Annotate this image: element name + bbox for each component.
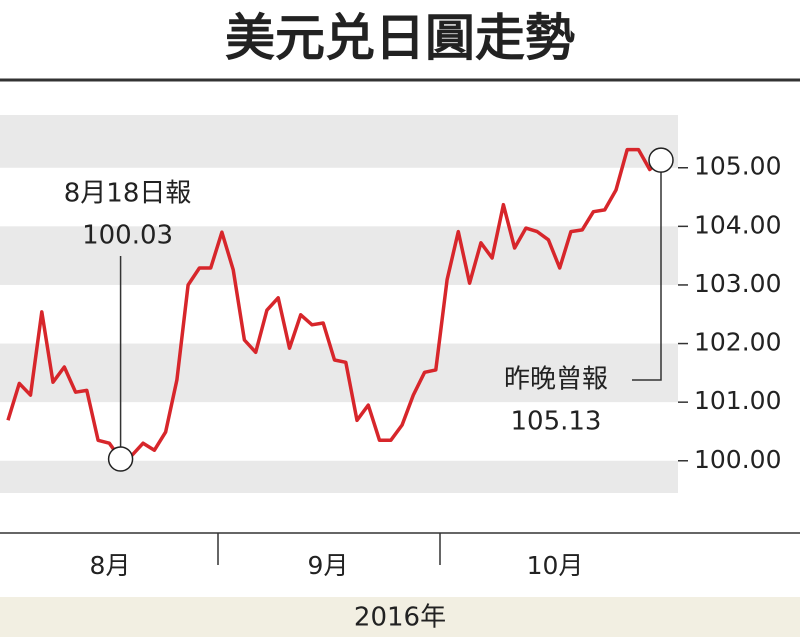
chart-title: 美元兑日圓走勢 (225, 8, 575, 67)
x-axis-label: 2016年 (354, 603, 446, 633)
y-tick-label: 100.00 (694, 445, 781, 474)
data-label: 105.13 (511, 407, 602, 437)
y-tick-label: 101.00 (694, 386, 781, 415)
y-tick-label: 102.00 (694, 328, 781, 357)
month-label: 8月 (90, 551, 131, 580)
leader (632, 172, 662, 381)
grid-band (0, 460, 678, 493)
y-tick-label: 104.00 (694, 210, 781, 239)
grid-band (0, 343, 678, 403)
month-label: 10月 (527, 551, 584, 580)
data-label: 100.03 (82, 221, 173, 251)
year-band (0, 597, 800, 637)
marker (648, 147, 674, 173)
y-tick-label: 105.00 (694, 152, 781, 181)
month-label: 9月 (308, 551, 349, 580)
bands (0, 115, 678, 493)
y-tick-label: 103.00 (694, 269, 781, 298)
annotation: 昨晚曾報 (504, 365, 608, 395)
annotation: 8月18日報 (64, 179, 192, 209)
marker (107, 446, 134, 472)
grid-band (0, 115, 678, 168)
